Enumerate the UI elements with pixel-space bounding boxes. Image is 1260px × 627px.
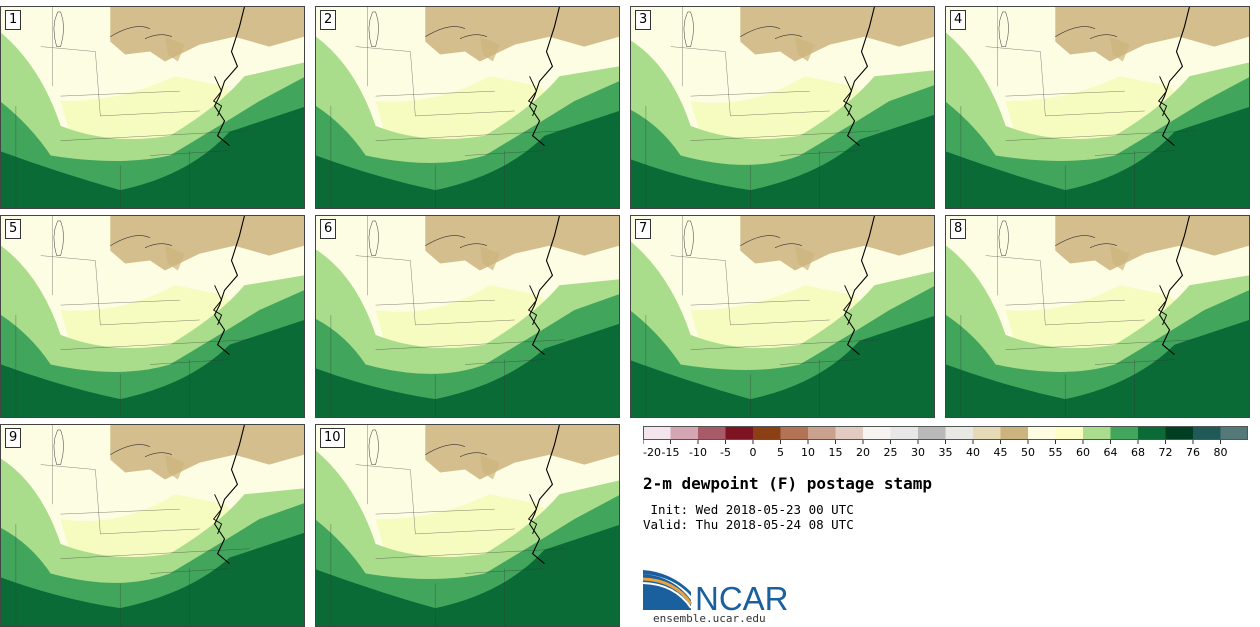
colorbar-swatch xyxy=(1138,426,1166,440)
colorbar-tick-label: -20 xyxy=(643,446,661,459)
colorbar-tick-label: 80 xyxy=(1214,446,1228,459)
dewpoint-map xyxy=(1,216,304,417)
map-panel: 4 xyxy=(945,6,1250,209)
member-number-badge: 7 xyxy=(635,219,652,239)
colorbar-swatch xyxy=(1110,426,1139,440)
colorbar-swatch xyxy=(973,426,1001,440)
colorbar-tick-label: 25 xyxy=(884,446,898,459)
member-number-badge: 10 xyxy=(320,428,345,448)
map-panel: 3 xyxy=(630,6,935,209)
map-panel: 5 xyxy=(0,215,305,418)
colorbar: -20 -15 -10 -5 0 5 10 15 20 25 30 35 40 45 50 55 60 64 68 7… xyxy=(643,426,1248,459)
colorbar-tick-label: -15 xyxy=(662,446,680,459)
colorbar-swatch xyxy=(1028,426,1056,440)
colorbar-swatch xyxy=(670,426,699,440)
map-panel: 6 xyxy=(315,215,620,418)
dewpoint-map xyxy=(631,7,934,208)
colorbar-swatch xyxy=(945,426,974,440)
colorbar-swatch xyxy=(1083,426,1111,440)
colorbar-swatch xyxy=(1193,426,1221,440)
colorbar-frame xyxy=(643,426,1248,440)
colorbar-swatch xyxy=(808,426,836,440)
colorbar-tick-label: 55 xyxy=(1049,446,1063,459)
dewpoint-map xyxy=(946,7,1249,208)
dewpoint-map xyxy=(1,425,304,626)
colorbar-tick-label: 50 xyxy=(1021,446,1035,459)
colorbar-tick-label: -5 xyxy=(720,446,731,459)
plot-title: 2-m dewpoint (F) postage stamp xyxy=(643,474,932,493)
colorbar-tick-label: 68 xyxy=(1131,446,1145,459)
dewpoint-map xyxy=(631,216,934,417)
colorbar-swatch xyxy=(890,426,919,440)
colorbar-swatch xyxy=(780,426,809,440)
member-number-badge: 5 xyxy=(5,219,22,239)
map-panel: 1 xyxy=(0,6,305,209)
dewpoint-map xyxy=(316,7,619,208)
colorbar-swatch xyxy=(1220,426,1248,440)
init-time: Init: Wed 2018-05-23 00 UTC xyxy=(643,502,854,517)
colorbar-tick-label: 40 xyxy=(966,446,980,459)
colorbar-swatch xyxy=(643,426,671,440)
colorbar-swatch xyxy=(725,426,754,440)
colorbar-tick-label: 35 xyxy=(939,446,953,459)
member-number-badge: 4 xyxy=(950,10,967,30)
dewpoint-map xyxy=(946,216,1249,417)
colorbar-tick-label: 20 xyxy=(856,446,870,459)
colorbar-swatch xyxy=(835,426,864,440)
colorbar-tick-label: 72 xyxy=(1159,446,1173,459)
member-number-badge: 2 xyxy=(320,10,337,30)
map-panel: 2 xyxy=(315,6,620,209)
colorbar-tick-label: 76 xyxy=(1186,446,1200,459)
colorbar-swatch xyxy=(698,426,726,440)
map-panel: 8 xyxy=(945,215,1250,418)
ncar-logo: NCAR xyxy=(643,570,789,617)
colorbar-tick-label: 10 xyxy=(801,446,815,459)
map-panel: 9 xyxy=(0,424,305,627)
colorbar-tick-label: 0 xyxy=(750,446,757,459)
member-number-badge: 8 xyxy=(950,219,967,239)
colorbar-swatch xyxy=(1055,426,1084,440)
map-panel: 10 xyxy=(315,424,620,627)
colorbar-tick-label: 64 xyxy=(1104,446,1118,459)
colorbar-tick-label: 60 xyxy=(1076,446,1090,459)
dewpoint-map xyxy=(316,216,619,417)
dewpoint-map xyxy=(1,7,304,208)
colorbar-swatch xyxy=(1000,426,1029,440)
colorbar-tick-label: 30 xyxy=(911,446,925,459)
map-panel: 7 xyxy=(630,215,935,418)
colorbar-tick-label: 5 xyxy=(777,446,784,459)
ncar-logo-text: NCAR xyxy=(695,580,789,617)
colorbar-tick-label: -10 xyxy=(689,446,707,459)
colorbar-tick-label: 45 xyxy=(994,446,1008,459)
colorbar-swatch xyxy=(1165,426,1194,440)
colorbar-swatch xyxy=(863,426,891,440)
logo-url: ensemble.ucar.edu xyxy=(653,612,766,625)
member-number-badge: 9 xyxy=(5,428,22,448)
colorbar-swatch xyxy=(753,426,781,440)
member-number-badge: 6 xyxy=(320,219,337,239)
member-number-badge: 1 xyxy=(5,10,22,30)
valid-time: Valid: Thu 2018-05-24 08 UTC xyxy=(643,517,854,532)
dewpoint-map xyxy=(316,425,619,626)
member-number-badge: 3 xyxy=(635,10,652,30)
colorbar-tick-label: 15 xyxy=(829,446,843,459)
colorbar-swatch xyxy=(918,426,946,440)
